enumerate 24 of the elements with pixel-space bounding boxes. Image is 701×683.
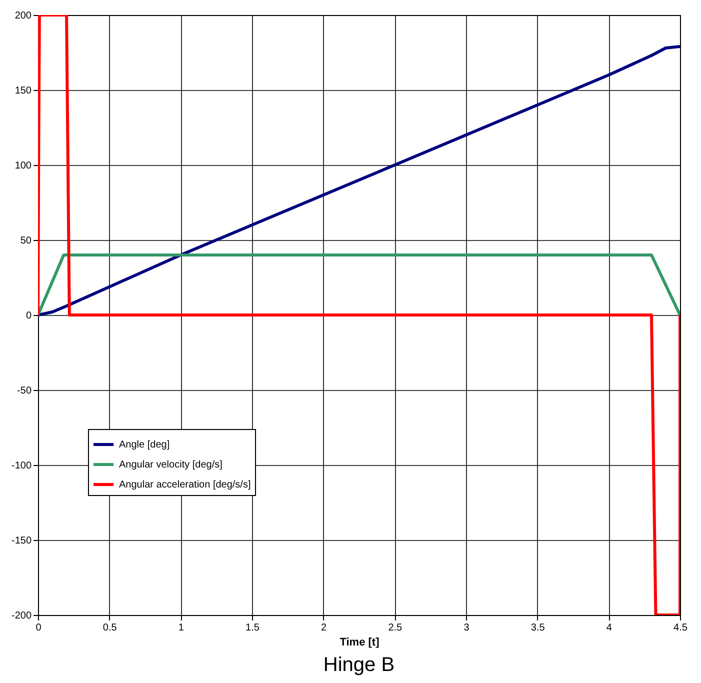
y-tick-label: 100	[14, 160, 32, 172]
text: Hinge B	[323, 654, 395, 676]
y-tick-label: 150	[14, 86, 32, 96]
x-tick-label: 3.5	[530, 622, 546, 634]
x-tick-label: 1.5	[246, 622, 260, 634]
x-tick-label: 1	[178, 622, 184, 634]
y-tick-label: -100	[11, 460, 32, 472]
x-tick-label: 2	[321, 622, 328, 634]
y-tick-label: -150	[11, 536, 32, 546]
y-tick-label: 200	[14, 10, 32, 22]
x-tick-label: 4	[606, 622, 612, 634]
legend-label: Angle [deg]	[119, 440, 170, 450]
x-axis-title: Time [t]	[340, 636, 380, 648]
legend-label: Angular velocity [deg/s]	[119, 460, 223, 470]
x-tick-label: 4.5	[674, 622, 688, 634]
y-tick-label: -200	[11, 610, 32, 622]
x-tick-label: 0	[36, 622, 42, 634]
y-tick-label: 0	[26, 310, 32, 322]
y-tick-label: -50	[17, 386, 32, 396]
x-tick-label: 2.5	[388, 622, 403, 634]
x-tick-label: 0.5	[102, 622, 118, 634]
legend-label: Angular acceleration [deg/s/s]	[119, 480, 251, 490]
y-tick-label: 50	[20, 236, 32, 246]
x-tick-label: 3	[464, 622, 470, 634]
